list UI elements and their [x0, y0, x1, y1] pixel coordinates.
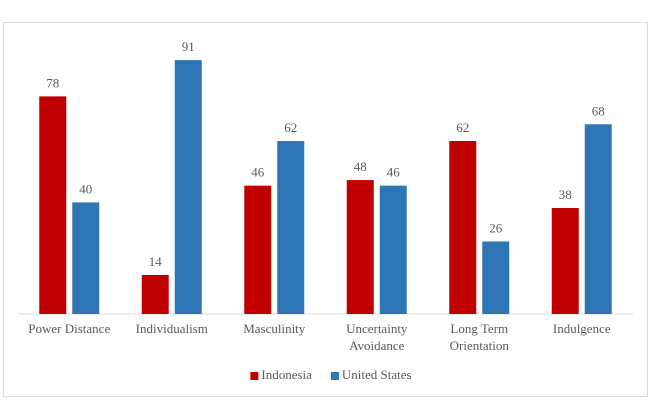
data-label: 40 [79, 181, 92, 196]
data-label: 46 [387, 165, 401, 180]
data-label: 62 [456, 120, 469, 135]
bar [482, 241, 510, 314]
data-label: 48 [354, 159, 367, 174]
bar [174, 60, 202, 314]
x-tick-label: Indulgence [553, 321, 611, 336]
bar [449, 141, 477, 314]
bar [244, 185, 272, 314]
data-label: 46 [251, 165, 265, 180]
legend-label: Indonesia [261, 367, 312, 382]
bar [277, 141, 305, 314]
data-label: 78 [46, 75, 59, 90]
x-tick-label: Long Term Orientation [450, 321, 510, 353]
data-label: 68 [592, 103, 605, 118]
data-label: 62 [284, 120, 297, 135]
bar [72, 202, 100, 314]
bar [39, 96, 67, 314]
legend-label: United States [342, 367, 412, 382]
chart-frame [3, 22, 648, 397]
legend-swatch [250, 372, 259, 380]
x-tick-label: Masculinity [243, 321, 306, 336]
x-tick-label: Power Distance [28, 321, 110, 336]
data-label: 14 [149, 254, 163, 269]
data-label: 91 [182, 39, 195, 54]
data-label: 38 [559, 187, 572, 202]
bar [141, 274, 169, 314]
bar [346, 180, 374, 314]
data-label: 26 [489, 220, 503, 235]
x-tick-label: Uncertainty Avoidance [346, 321, 408, 353]
bar [551, 207, 579, 314]
bar [379, 185, 407, 314]
x-tick-label: Individualism [136, 321, 208, 336]
bar [584, 124, 612, 314]
legend-swatch [330, 372, 339, 380]
